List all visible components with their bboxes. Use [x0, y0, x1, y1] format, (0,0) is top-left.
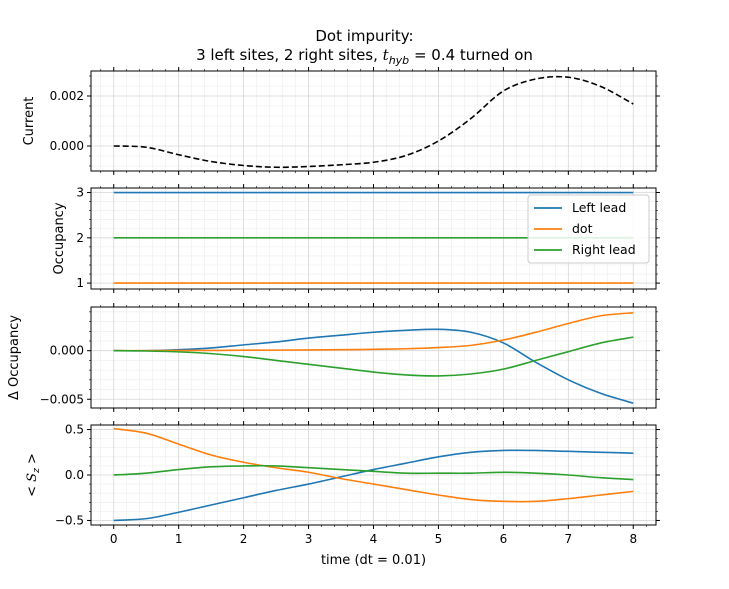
y-tick-label: 0.5 [65, 423, 84, 437]
x-axis-label: time (dt = 0.01) [321, 553, 426, 568]
legend-label: dot [572, 221, 593, 236]
x-tick-label: 2 [240, 532, 248, 546]
x-tick-label: 7 [565, 532, 573, 546]
y-tick-label: 0.002 [50, 89, 84, 103]
series-line-0-0 [113, 75, 634, 169]
series-line-2-0 [113, 328, 634, 404]
title-symbol: t [382, 46, 389, 64]
series-line-2-1 [113, 312, 634, 352]
legend-label: Left lead [572, 200, 626, 215]
chart-title-line2: 3 left sites, 2 right sites, thyb = 0.4 … [0, 46, 729, 67]
series-line-3-1 [113, 427, 634, 503]
series-line-2-2 [113, 336, 634, 377]
y-axis-label: Current [22, 97, 37, 146]
y-axis-label: Occupancy [52, 202, 67, 274]
series-line-3-0 [113, 449, 634, 522]
y-tick-label: 1 [76, 276, 84, 290]
x-tick-label: 1 [175, 532, 183, 546]
y-tick-label: 0.000 [50, 139, 84, 153]
y-tick-label: −0.005 [40, 392, 84, 406]
y-tick-label: 0.000 [50, 344, 84, 358]
x-tick-label: 4 [370, 532, 378, 546]
title-prefix: 3 left sites, 2 right sites, [196, 46, 383, 64]
y-axis-label: Δ Occupancy [7, 315, 22, 400]
chart-title-line1: Dot impurity: [315, 27, 414, 45]
y-tick-label: 3 [76, 186, 84, 200]
x-tick-label: 8 [629, 532, 637, 546]
title-subscript: hyb [388, 54, 410, 67]
y-tick-label: 0.0 [65, 468, 84, 482]
x-tick-label: 6 [500, 532, 508, 546]
x-tick-label: 5 [435, 532, 443, 546]
legend-label: Right lead [572, 242, 636, 257]
x-tick-label: 0 [110, 532, 118, 546]
x-tick-label: 3 [305, 532, 313, 546]
y-axis-label: < Sz > [25, 453, 42, 497]
y-tick-label: −0.5 [55, 513, 84, 527]
legend-box [527, 194, 650, 264]
y-tick-label: 2 [76, 231, 84, 245]
title-suffix: = 0.4 turned on [409, 46, 533, 64]
series-line-3-2 [113, 464, 634, 481]
